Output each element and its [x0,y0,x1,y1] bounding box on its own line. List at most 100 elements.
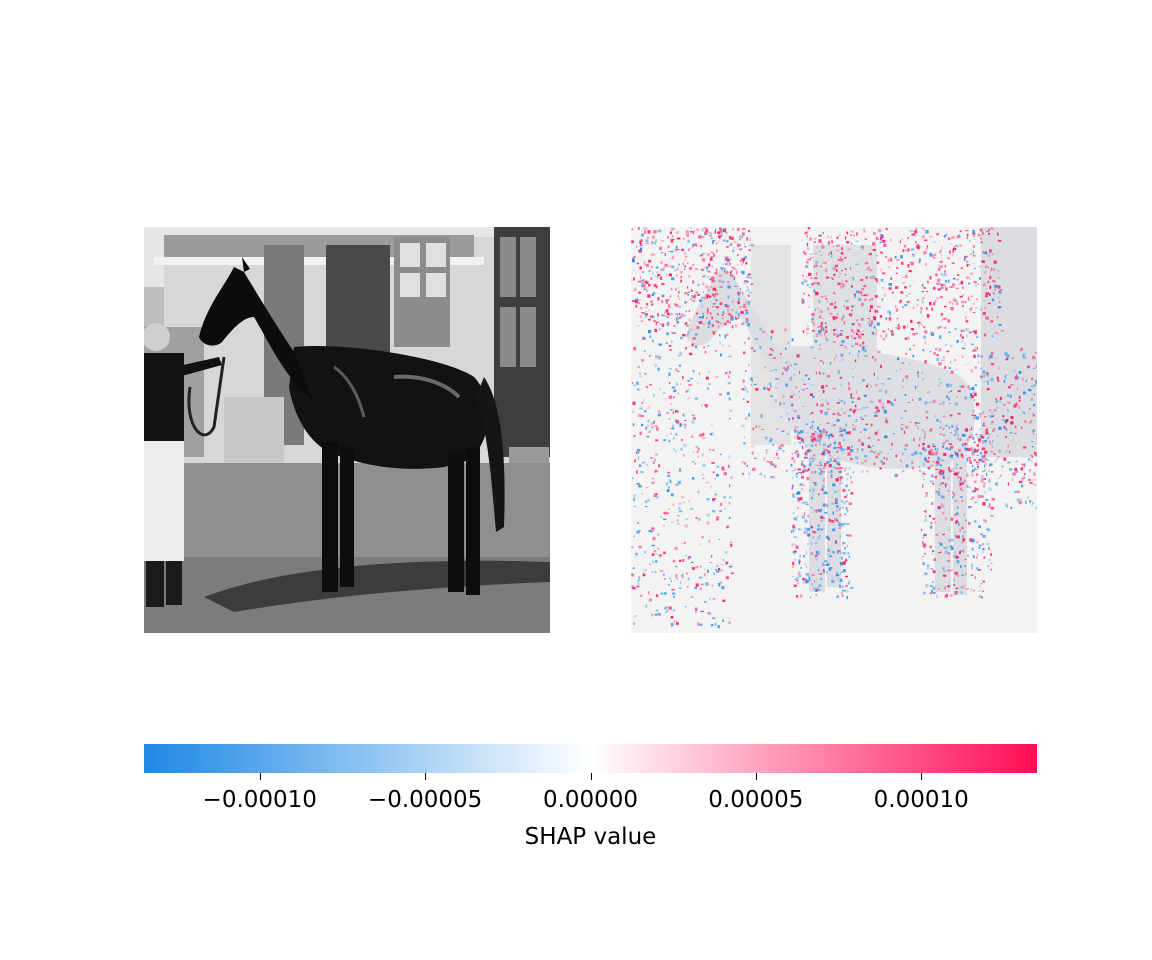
shap-pixel [905,425,909,429]
shap-pixel [845,236,847,240]
shap-pixel [810,525,813,529]
shap-pixel [937,456,940,460]
shap-pixel [740,311,743,314]
shap-pixel [1013,369,1016,372]
shap-pixel [959,244,962,247]
shap-pixel [643,227,647,231]
shap-pixel [730,317,734,321]
shap-pixel [770,384,772,388]
shap-pixel [652,537,656,541]
shap-pixel [987,254,991,257]
shap-pixel [673,332,676,334]
shap-pixel [988,233,991,235]
shap-pixel [655,363,657,368]
shap-pixel [637,456,639,460]
shap-pixel [944,233,948,236]
shap-pixel [681,439,683,441]
shap-pixel [946,560,950,562]
shap-pixel [718,538,721,541]
shap-pixel [825,431,828,434]
shap-pixel [837,312,839,316]
shap-pixel [841,280,844,282]
shap-pixel [929,429,933,432]
shap-pixel [700,565,702,568]
shap-pixel [939,249,942,252]
shap-pixel [745,301,748,303]
shap-pixel [921,235,925,239]
shap-pixel [730,266,734,268]
shap-pixel [844,559,848,561]
shap-pixel [766,461,769,463]
shap-pixel [977,283,979,285]
shap-pixel [639,431,642,436]
shap-pixel [735,318,738,321]
shap-pixel [668,606,672,610]
shap-pixel [791,566,795,568]
shap-pixel [832,387,836,390]
shap-pixel [979,586,981,588]
shap-pixel [686,572,688,575]
shap-pixel [674,450,677,453]
shap-pixel [811,411,814,414]
shap-pixel [709,433,713,435]
shap-pixel [846,596,848,600]
shap-pixel [950,517,954,521]
shap-pixel [911,462,914,464]
shap-pixel [807,542,809,546]
shap-pixel [719,227,722,231]
shap-pixel [974,576,976,579]
shap-pixel [665,482,669,486]
shap-pixel [827,402,829,405]
shap-pixel [871,331,874,335]
shap-pixel [793,410,797,412]
shap-pixel [944,305,947,308]
shap-pixel [739,259,742,262]
shap-pixel [694,586,697,589]
shap-pixel [819,371,821,375]
shap-pixel [785,347,787,350]
shap-pixel [879,237,883,241]
shap-pixel [817,284,819,286]
shap-pixel [939,420,942,424]
shap-pixel [923,478,925,481]
shap-pixel [954,467,958,469]
shap-pixel [687,577,690,581]
shap-pixel [803,251,805,254]
shap-pixel [655,496,660,499]
shap-pixel [835,316,838,319]
shap-pixel [930,525,933,529]
shap-pixel [941,246,943,250]
shap-pixel [838,429,842,433]
shap-pixel [653,494,657,498]
shap-pixel [831,456,833,458]
shap-pixel [879,305,881,309]
shap-pixel [719,510,722,512]
shap-pixel [919,466,920,468]
shap-pixel [781,402,786,405]
shap-pixel [871,401,873,403]
shap-pixel [696,326,700,329]
shap-pixel [832,528,836,532]
shap-pixel [875,236,878,239]
shap-pixel [698,235,702,239]
shap-pixel [808,227,811,229]
shap-pixel [637,388,640,391]
shap-pixel [1029,469,1031,472]
shap-pixel [950,307,954,311]
shap-pixel [939,471,942,475]
shap-pixel [668,245,670,248]
shap-pixel [670,238,674,242]
shap-pixel [790,464,793,467]
shap-pixel [850,234,852,237]
shap-pixel [817,587,819,591]
shap-pixel [840,252,844,255]
shap-pixel [802,475,804,479]
shap-pixel [692,461,694,463]
shap-pixel [654,560,658,563]
shap-pixel [701,403,703,407]
shap-pixel [651,303,653,306]
shap-pixel [729,262,731,265]
shap-pixel [827,241,830,245]
shap-pixel [825,326,828,328]
shap-pixel [843,513,847,516]
